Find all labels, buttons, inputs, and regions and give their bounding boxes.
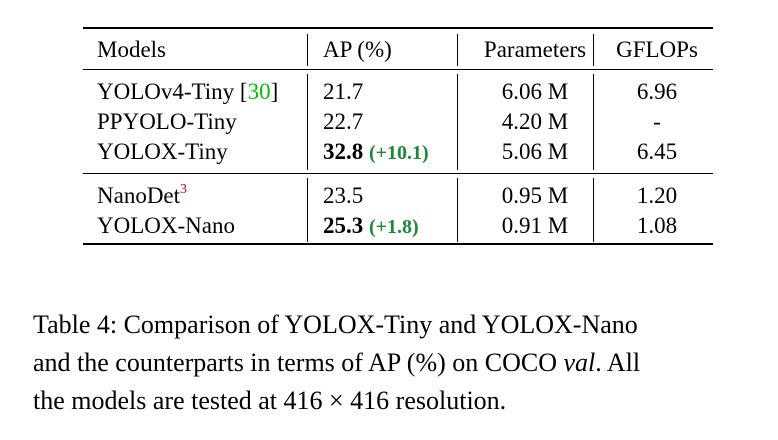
header-ap: AP (%) (323, 37, 392, 62)
gflops-value: 6.45 (636, 139, 678, 164)
params-value: 5.06 M (501, 139, 569, 164)
table-group-rule (83, 173, 713, 174)
citation-link[interactable]: 30 (247, 79, 271, 104)
ap-value: 22.7 (323, 109, 364, 134)
column-divider (307, 74, 308, 170)
gflops-value: - (653, 109, 661, 134)
model-name: NanoDet3 (97, 182, 188, 208)
params-value: 4.20 M (501, 109, 569, 134)
table-bottom-rule (83, 243, 713, 245)
table-caption: Table 4: Comparison of YOLOX-Tiny and YO… (33, 306, 755, 420)
model-name: PPYOLO-Tiny (97, 109, 237, 134)
params-value: 6.06 M (501, 79, 569, 104)
footnote-marker[interactable]: 3 (180, 182, 188, 197)
params-value: 0.91 M (501, 213, 569, 238)
ap-value: 32.8 (+10.1) (323, 139, 429, 164)
column-divider (457, 178, 458, 242)
ap-value: 21.7 (323, 79, 364, 104)
column-divider (593, 74, 594, 170)
caption-line: the models are tested at 416 × 416 resol… (33, 386, 507, 415)
table-header-row: Models AP (%) Parameters GFLOPs (83, 35, 713, 65)
caption-line: and the counterparts in terms of AP (%) … (33, 348, 641, 377)
column-divider (593, 178, 594, 242)
column-divider (593, 34, 594, 66)
gflops-value: 1.08 (636, 213, 678, 238)
gflops-value: 1.20 (636, 183, 678, 208)
table-row: PPYOLO-Tiny 22.7 4.20 M - (83, 107, 713, 137)
model-name: YOLOv4-Tiny [30] (97, 79, 279, 104)
table-row: NanoDet3 23.5 0.95 M 1.20 (83, 181, 713, 211)
column-divider (457, 34, 458, 66)
table-row: YOLOX-Nano 25.3 (+1.8) 0.91 M 1.08 (83, 211, 713, 241)
caption-line: Table 4: Comparison of YOLOX-Tiny and YO… (33, 310, 638, 339)
table-row: YOLOv4-Tiny [30] 21.7 6.06 M 6.96 (83, 77, 713, 107)
ap-value: 25.3 (+1.8) (323, 213, 419, 238)
column-divider (307, 34, 308, 66)
header-gflops: GFLOPs (616, 37, 698, 62)
table-header-rule (83, 69, 713, 70)
column-divider (307, 178, 308, 242)
ap-gain: (+10.1) (369, 142, 429, 164)
column-divider (457, 74, 458, 170)
params-value: 0.95 M (501, 183, 569, 208)
ap-gain: (+1.8) (369, 216, 419, 238)
header-models: Models (97, 37, 166, 62)
gflops-value: 6.96 (636, 79, 678, 104)
model-name: YOLOX-Tiny (97, 139, 228, 164)
ap-value: 23.5 (323, 183, 364, 208)
header-parameters: Parameters (483, 37, 587, 62)
table-row: YOLOX-Tiny 32.8 (+10.1) 5.06 M 6.45 (83, 137, 713, 167)
table-top-rule (83, 27, 713, 29)
model-name: YOLOX-Nano (97, 213, 235, 238)
